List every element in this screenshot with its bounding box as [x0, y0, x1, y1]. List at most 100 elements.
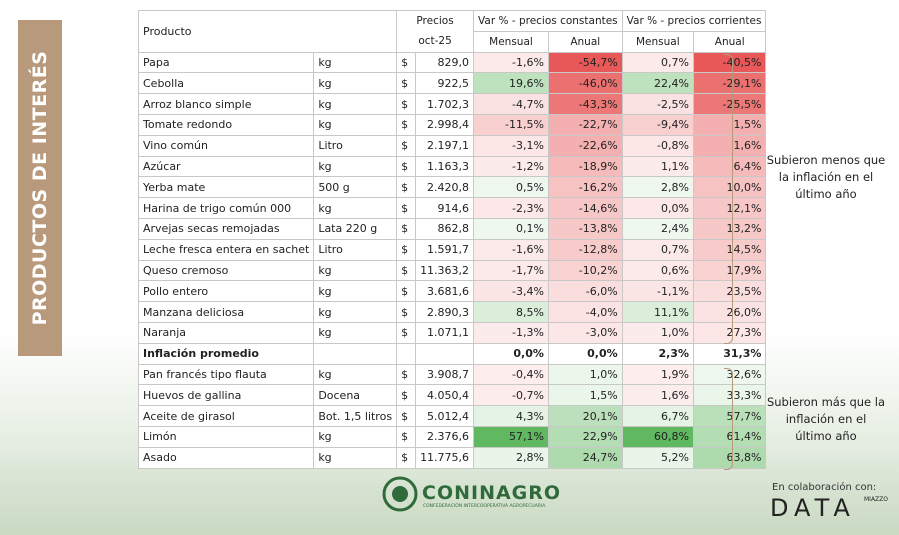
variation: -1,2% [473, 155, 549, 178]
partner: DATA [770, 494, 856, 522]
variation: 4,3% [473, 405, 549, 427]
currency: $ [396, 176, 417, 199]
variation: -1,6% [473, 51, 549, 74]
price: 914,6 [415, 197, 475, 219]
price: 4.050,4 [415, 384, 475, 407]
table-row: Asado kg $11.775,6 2,8% 24,7% 5,2% 63,8% [137, 446, 767, 469]
variation: -54,7% [547, 51, 623, 74]
bracket [724, 368, 733, 470]
subheader: Anual [547, 30, 623, 53]
variation: -4,7% [473, 93, 549, 115]
unit: kg [313, 446, 398, 469]
price: 2.890,3 [415, 301, 475, 323]
price: 3.908,7 [415, 363, 475, 386]
variation: -12,8% [547, 238, 623, 261]
variation: 61,4% [692, 425, 767, 448]
header-producto: Producto [137, 10, 398, 53]
variation: 0,1% [473, 217, 549, 240]
table-row: Vino común Litro $2.197,1 -3,1% -22,6% -0,8% 1… [137, 134, 767, 157]
currency: $ [396, 363, 417, 386]
variation: 0,5% [473, 176, 549, 199]
unit: kg [313, 93, 398, 115]
header-group: Var % - precios corrientes [621, 10, 767, 32]
variation: 17,9% [692, 259, 767, 282]
unit [313, 342, 398, 365]
variation: 1,5% [547, 384, 623, 407]
unit: kg [313, 155, 398, 178]
header-precios: Precios oct-25 [396, 10, 475, 53]
unit: 500 g [313, 176, 398, 199]
collab: En colaboración con: [772, 482, 877, 493]
table-row: Leche fresca entera en sachet Litro $1.591… [137, 238, 767, 261]
unit: kg [313, 363, 398, 386]
product: Tomate redondo [137, 113, 315, 136]
currency: $ [396, 405, 417, 427]
variation: -14,6% [547, 197, 623, 219]
variation: -2,3% [473, 197, 549, 219]
variation: -16,2% [547, 176, 623, 199]
variation: 1,5% [692, 113, 767, 136]
variation: 0,7% [621, 238, 694, 261]
table-row: Cebolla kg $922,5 19,6% -46,0% 22,4% -29,1% [137, 72, 767, 95]
variation: 31,3% [692, 342, 767, 365]
variation: -0,4% [473, 363, 549, 386]
variation: 1,9% [621, 363, 694, 386]
variation: 22,4% [621, 72, 694, 95]
variation: 24,7% [547, 446, 623, 469]
currency: $ [396, 384, 417, 407]
price: 1.071,1 [415, 321, 475, 344]
product: Huevos de gallina [137, 384, 315, 407]
variation: -22,7% [547, 113, 623, 136]
table-row: Aceite de girasol Bot. 1,5 litros $5.012,4… [137, 405, 767, 427]
unit: kg [313, 425, 398, 448]
table-row: Inflación promedio 0,0% 0,0% 2,3% 31,3% [137, 342, 767, 365]
unit: Litro [313, 134, 398, 157]
product: Papa [137, 51, 315, 74]
currency: $ [396, 321, 417, 344]
variation: -13,8% [547, 217, 623, 240]
price: 11.775,6 [415, 446, 475, 469]
unit: kg [313, 259, 398, 282]
product: Naranja [137, 321, 315, 344]
product: Yerba mate [137, 176, 315, 199]
variation: -1,3% [473, 321, 549, 344]
product: Pollo entero [137, 280, 315, 303]
unit: Docena [313, 384, 398, 407]
variation: 1,1% [621, 155, 694, 178]
table-row: Arroz blanco simple kg $1.702,3 -4,7% -43,3%… [137, 93, 767, 115]
variation: -10,2% [547, 259, 623, 282]
variation: 2,3% [621, 342, 694, 365]
header-group: Var % - precios constantes [473, 10, 623, 32]
subheader: Mensual [621, 30, 694, 53]
currency: $ [396, 51, 417, 74]
unit: kg [313, 301, 398, 323]
variation: 23,5% [692, 280, 767, 303]
price [415, 342, 475, 365]
variation: -2,5% [621, 93, 694, 115]
unit: kg [313, 197, 398, 219]
currency: $ [396, 425, 417, 448]
price: 922,5 [415, 72, 475, 95]
table-row: Tomate redondo kg $2.998,4 -11,5% -22,7% -9,4… [137, 113, 767, 136]
variation: -18,9% [547, 155, 623, 178]
product: Arvejas secas remojadas [137, 217, 315, 240]
variation: 0,0% [621, 197, 694, 219]
product: Pan francés tipo flauta [137, 363, 315, 386]
currency: $ [396, 238, 417, 261]
currency: $ [396, 155, 417, 178]
price-table: Producto Precios oct-25 Var % - precios c… [137, 10, 767, 469]
table-row: Harina de trigo común 000 kg $914,6 -2,3% -1… [137, 197, 767, 219]
variation: -1,1% [621, 280, 694, 303]
product: Azúcar [137, 155, 315, 178]
price: 1.591,7 [415, 238, 475, 261]
coninagro-logo [382, 476, 418, 512]
variation: 1,6% [621, 384, 694, 407]
currency: $ [396, 134, 417, 157]
partner-sub: MIAZZO [864, 496, 888, 503]
table-row: Yerba mate 500 g $2.420,8 0,5% -16,2% 2,8% 10,… [137, 176, 767, 199]
price: 2.998,4 [415, 113, 475, 136]
variation: 13,2% [692, 217, 767, 240]
table-row: Pollo entero kg $3.681,6 -3,4% -6,0% -1,1% 23,… [137, 280, 767, 303]
unit: kg [313, 51, 398, 74]
price: 3.681,6 [415, 280, 475, 303]
